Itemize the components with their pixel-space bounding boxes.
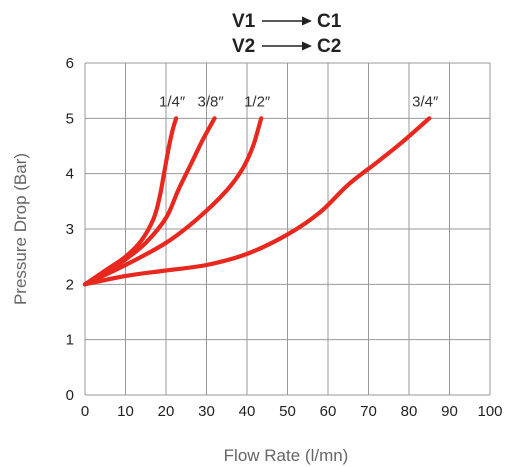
x-tick-label: 30 <box>198 403 215 420</box>
series-labels: 1/4″ 3/8″ 1/2″ 3/4″ <box>159 93 439 110</box>
series-label-1: 3/8″ <box>198 93 225 110</box>
y-tick-label: 6 <box>66 55 74 72</box>
annotation-to-2: C2 <box>317 36 341 57</box>
y-tick-label: 1 <box>66 332 74 349</box>
series-label-2: 1/2″ <box>244 93 271 110</box>
y-tick-label: 2 <box>66 276 74 293</box>
x-axis-label: Flow Rate (l/mn) <box>224 446 349 465</box>
y-axis-label: Pressure Drop (Bar) <box>11 153 30 305</box>
series-curves <box>82 116 432 287</box>
x-tick-label: 50 <box>279 403 296 420</box>
tick-labels: 0 10 20 30 40 50 60 70 80 90 100 0 1 2 3 4 5 6 <box>66 55 503 420</box>
y-tick-label: 4 <box>66 166 74 183</box>
annotation-from-2: V2 <box>232 36 255 57</box>
series-curve-0 <box>82 116 179 287</box>
series-curve-3 <box>82 116 432 287</box>
x-tick-label: 100 <box>477 403 502 420</box>
x-tick-label: 90 <box>441 403 458 420</box>
series-label-3: 3/4″ <box>412 93 439 110</box>
y-tick-label: 5 <box>66 110 74 127</box>
y-tick-label: 3 <box>66 221 74 238</box>
x-tick-label: 60 <box>320 403 337 420</box>
flow-path-annotation: V1 C1 V2 C2 <box>232 11 342 57</box>
x-tick-label: 20 <box>158 403 175 420</box>
x-tick-label: 10 <box>117 403 134 420</box>
annotation-to-1: C1 <box>317 11 342 32</box>
arrow-right-icon <box>302 41 312 51</box>
series-label-0: 1/4″ <box>159 93 186 110</box>
series-curve-2 <box>82 116 264 287</box>
x-tick-label: 0 <box>81 403 89 420</box>
arrow-right-icon <box>302 16 312 26</box>
grid <box>84 62 491 396</box>
y-tick-label: 0 <box>66 387 74 404</box>
series-curve-1 <box>82 116 217 287</box>
annotation-from-1: V1 <box>232 11 256 32</box>
x-tick-label: 40 <box>239 403 256 420</box>
x-tick-label: 80 <box>401 403 418 420</box>
x-tick-label: 70 <box>360 403 377 420</box>
